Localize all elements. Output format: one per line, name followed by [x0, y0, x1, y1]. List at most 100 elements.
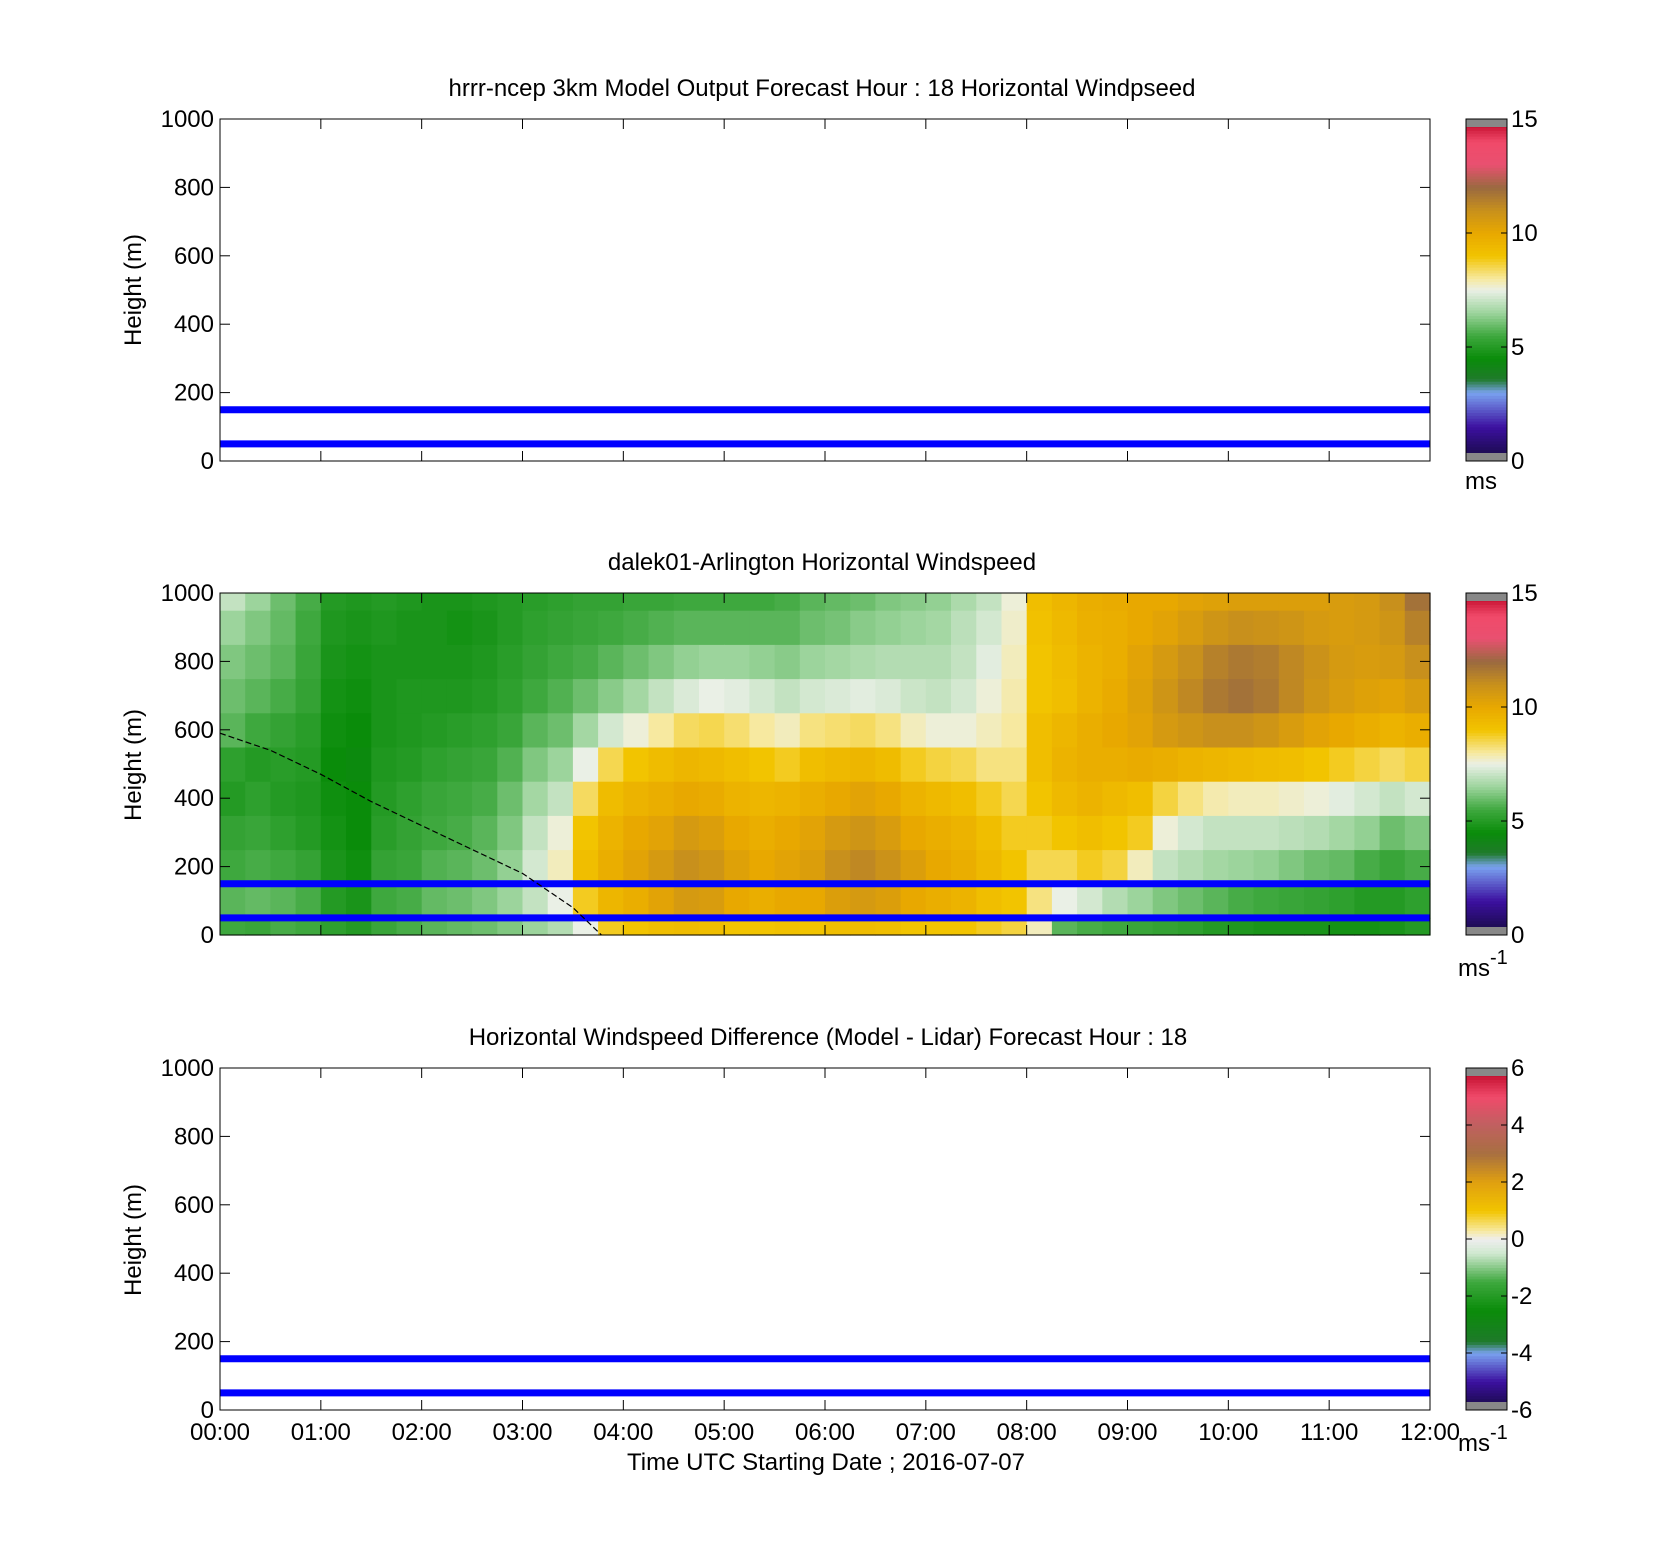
heatmap-cell [749, 849, 776, 885]
heatmap-cell [472, 781, 498, 816]
heatmap-cell [598, 644, 624, 680]
heatmap-cell [245, 678, 271, 714]
colorbar-segment [1466, 258, 1507, 262]
colorbar-segment [1466, 869, 1507, 873]
heatmap-cell [774, 746, 801, 782]
colorbar-segment [1466, 164, 1507, 168]
heatmap-cell [220, 883, 246, 919]
colorbar-segment [1466, 423, 1507, 428]
colorbar-segment [1466, 746, 1507, 751]
heatmap-cell [1253, 883, 1280, 919]
colorbar-segment [1466, 612, 1507, 617]
heatmap-cell [825, 644, 851, 680]
panel-difference-x-axis: 00:00 01:00 02:00 03:00 04:00 05:00 06:00 07:00… [190, 1068, 1460, 1446]
heatmap-cell [497, 917, 524, 936]
x-tick-label: 01:00 [291, 1419, 351, 1446]
panel-model-colorbar: 0 5 10 15 [1465, 106, 1538, 475]
colorbar-segment [1466, 1344, 1507, 1348]
heatmap-cell [320, 678, 347, 714]
colorbar-segment [1466, 880, 1507, 885]
heatmap-cell [1026, 849, 1053, 885]
heatmap-cell [598, 712, 624, 748]
colorbar-segment [1466, 826, 1507, 831]
heatmap-cell [699, 746, 725, 782]
heatmap-cell [699, 644, 725, 680]
heatmap-cell [1404, 746, 1431, 782]
heatmap-cell [1203, 593, 1229, 611]
colorbar-segment [1466, 307, 1507, 311]
panel-model-y-axis: 0 200 400 600 800 1000 [161, 106, 1430, 475]
heatmap-cell [976, 746, 1003, 782]
colorbar-segment [1466, 429, 1507, 433]
colorbar-segment [1466, 1361, 1507, 1365]
heatmap-cell [472, 644, 498, 680]
colorbar-segment [1466, 621, 1507, 625]
colorbar-segment [1466, 781, 1507, 785]
heatmap-cell [900, 883, 927, 919]
heatmap-cell [1077, 593, 1103, 611]
colorbar-segment [1466, 193, 1507, 197]
heatmap-cell [371, 849, 398, 885]
heatmap-cell [673, 678, 700, 714]
heatmap-cell [875, 815, 902, 851]
colorbar-segment [1466, 361, 1507, 365]
colorbar-segment [1466, 127, 1507, 131]
heatmap-cell [673, 610, 700, 645]
colorbar-segment [1466, 207, 1507, 211]
colorbar-segment [1466, 147, 1507, 151]
colorbar-segment [1466, 153, 1507, 157]
colorbar-segment [1466, 615, 1507, 620]
heatmap-cell [825, 917, 851, 936]
heatmap-cell [1127, 593, 1154, 611]
colorbar-segment [1466, 335, 1507, 339]
heatmap-cell [371, 593, 398, 611]
colorbar-segment [1466, 1395, 1507, 1400]
heatmap-cell [320, 883, 347, 919]
heatmap-cell [1354, 593, 1381, 611]
y-tick-label: 200 [174, 380, 214, 407]
colorbar-segment [1466, 1253, 1507, 1257]
colorbar-segment [1466, 920, 1507, 925]
colorbar-segment [1466, 1290, 1507, 1294]
colorbar-segment [1466, 324, 1507, 328]
heatmap-cell [1329, 746, 1355, 782]
heatmap-cell [1026, 917, 1053, 936]
heatmap-cell [799, 815, 826, 851]
heatmap-cell [1152, 610, 1179, 645]
heatmap-cell [1404, 815, 1431, 851]
heatmap-cell [1379, 678, 1406, 714]
colorbar-segment [1466, 1244, 1507, 1249]
heatmap-cell [749, 746, 776, 782]
heatmap-cell [825, 883, 851, 919]
heatmap-cell [320, 610, 347, 645]
heatmap-cell [1001, 849, 1028, 885]
colorbar-segment [1466, 421, 1507, 425]
colorbar-segment [1466, 812, 1507, 816]
colorbar-segment [1466, 386, 1507, 391]
colorbar-segment [1466, 718, 1507, 722]
heatmap-cell [648, 610, 675, 645]
heatmap-cell [699, 593, 725, 611]
colorbar-segment [1466, 801, 1507, 805]
colorbar-segment [1466, 198, 1507, 203]
colorbar-segment [1466, 783, 1507, 788]
heatmap-cell [825, 849, 851, 885]
colorbar-segment [1466, 167, 1507, 171]
heatmap-cell [925, 593, 952, 611]
colorbar-segment [1466, 327, 1507, 331]
heatmap-cell [951, 917, 977, 936]
colorbar-segment [1466, 1144, 1507, 1149]
colorbar-segment [1466, 1358, 1507, 1363]
colorbar-segment [1466, 738, 1507, 742]
colorbar-segment [1466, 1321, 1507, 1325]
heatmap-cell [572, 678, 599, 714]
colorbar-segment [1466, 358, 1507, 362]
heatmap-cell [875, 593, 902, 611]
colorbar-segment [1466, 1190, 1507, 1194]
heatmap-cell [1127, 781, 1154, 816]
colorbar-segment [1466, 1213, 1507, 1217]
heatmap-cell [774, 917, 801, 936]
heatmap-cell [1379, 644, 1406, 680]
x-tick-label: 00:00 [190, 1419, 250, 1446]
colorbar-segment [1466, 426, 1507, 431]
